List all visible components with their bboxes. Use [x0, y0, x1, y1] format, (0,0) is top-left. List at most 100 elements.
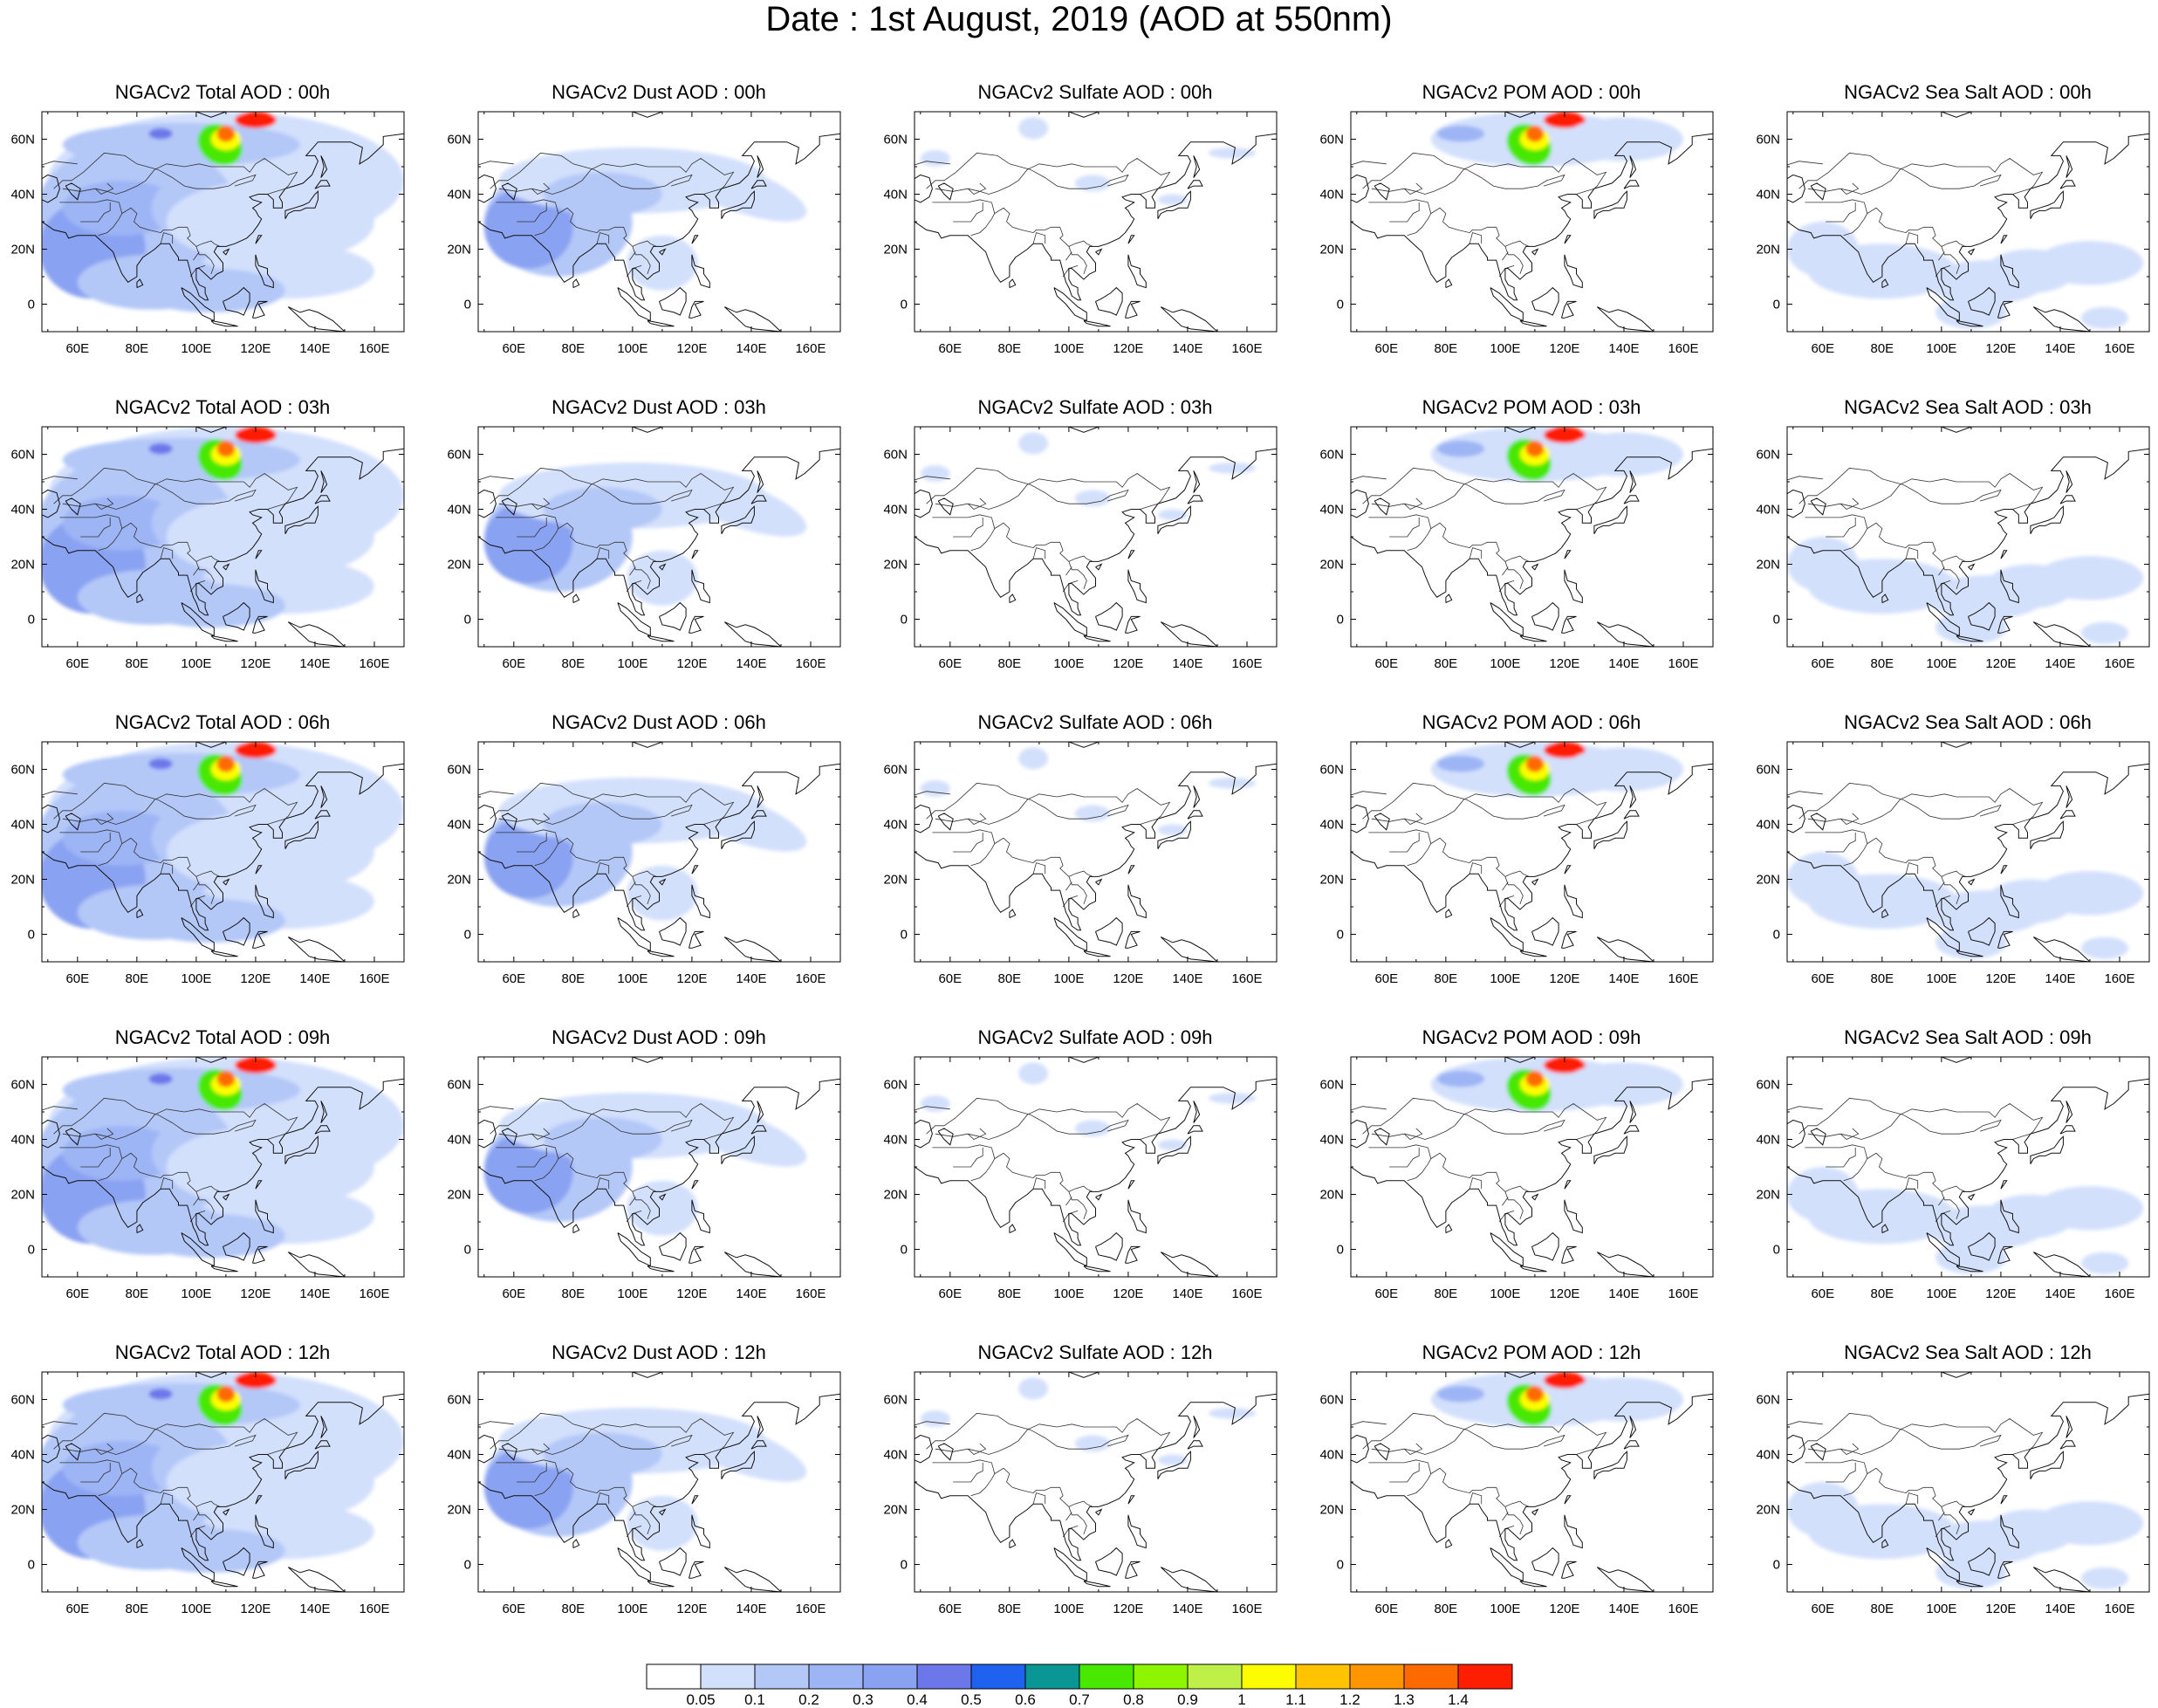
aod-shade	[1985, 564, 2075, 608]
colorbar-label: 1.3	[1394, 1691, 1415, 1707]
aod-map: 60E 80E 100E 120E 140E 160E 60N 40N 20N 0	[10, 741, 405, 986]
aod-shade	[1525, 1070, 1545, 1087]
map-panel: NGACv2 Total AOD : 00h 60E 80E 100E 120E 140E…	[10, 81, 452, 401]
aod-shade	[1565, 747, 1683, 792]
aod-shade	[62, 1067, 300, 1112]
lat-tick-label: 20N	[883, 873, 908, 888]
lon-tick-label: 160E	[1231, 656, 1262, 671]
lon-tick-label: 120E	[1549, 1286, 1579, 1301]
lat-tick-label: 20N	[10, 873, 35, 888]
lon-tick-label: 60E	[65, 971, 89, 986]
aod-map: 60E 80E 100E 120E 140E 160E 60N 40N 20N 0	[1756, 426, 2150, 671]
lon-tick-label: 60E	[938, 1602, 962, 1616]
aod-shade	[543, 172, 662, 216]
map-panel: NGACv2 Sulfate AOD : 06h 60E 80E 100E 120E 14…	[883, 711, 1325, 1032]
lat-tick-label: 40N	[1319, 818, 1344, 833]
lon-tick-label: 60E	[502, 341, 525, 356]
country-borders	[1351, 1097, 1607, 1223]
lon-tick-label: 160E	[1668, 1602, 1698, 1616]
lat-tick-label: 60N	[1319, 1393, 1344, 1408]
lat-tick-label: 20N	[10, 1188, 35, 1203]
panel-title: NGACv2 Sea Salt AOD : 09h	[1844, 1026, 2092, 1048]
panel-title: NGACv2 Dust AOD : 09h	[551, 1026, 766, 1048]
lon-tick-label: 140E	[2045, 1286, 2075, 1301]
lon-tick-label: 140E	[736, 971, 766, 986]
lon-tick-label: 100E	[1926, 656, 1956, 671]
coastline	[1351, 1057, 1713, 1277]
lon-tick-label: 120E	[1985, 341, 2016, 356]
aod-shade	[666, 785, 807, 852]
lon-tick-label: 100E	[617, 1602, 647, 1616]
panel-title: NGACv2 Dust AOD : 06h	[551, 711, 766, 733]
lon-tick-label: 60E	[1811, 971, 1834, 986]
lon-tick-label: 120E	[240, 1602, 271, 1616]
lon-tick-label: 80E	[1435, 1602, 1458, 1616]
lon-tick-label: 140E	[299, 656, 330, 671]
country-borders	[915, 1412, 1171, 1538]
lat-tick-label: 0	[1337, 1243, 1344, 1258]
aod-shade	[62, 752, 300, 797]
lon-tick-label: 100E	[1053, 1602, 1084, 1616]
lat-tick-label: 40N	[1756, 188, 1780, 202]
lat-tick-label: 20N	[1319, 243, 1344, 257]
country-borders	[478, 467, 735, 593]
coastline	[478, 1057, 840, 1277]
lat-tick-label: 20N	[447, 1503, 471, 1518]
lon-tick-label: 60E	[938, 656, 962, 671]
lat-tick-label: 20N	[883, 558, 908, 573]
lat-tick-label: 40N	[10, 1133, 35, 1148]
lat-tick-label: 0	[1773, 298, 1780, 312]
aod-shade	[1565, 117, 1683, 161]
panel-title: NGACv2 Sea Salt AOD : 12h	[1844, 1341, 2092, 1363]
aod-shade	[1935, 926, 2007, 959]
aod-shade	[1208, 1093, 1257, 1104]
country-borders	[1787, 1412, 2044, 1538]
aod-shade	[1935, 1241, 2007, 1274]
lat-tick-label: 40N	[1756, 503, 1780, 518]
aod-shade	[2080, 1567, 2129, 1589]
lon-tick-label: 80E	[562, 1602, 586, 1616]
lon-tick-label: 60E	[65, 341, 89, 356]
lat-tick-label: 0	[464, 1243, 471, 1258]
lon-tick-label: 80E	[126, 1286, 149, 1301]
map-panel: NGACv2 Sea Salt AOD : 00h 60E 80E 100E 120E 1…	[1756, 81, 2158, 401]
aod-shade	[1544, 742, 1586, 758]
coastline	[478, 1372, 840, 1592]
lon-tick-label: 100E	[1490, 1602, 1520, 1616]
lon-tick-label: 60E	[65, 656, 89, 671]
colorbar-swatch	[862, 1663, 918, 1690]
aod-shade	[1208, 463, 1257, 474]
aod-shade	[627, 550, 698, 606]
aod-map: 60E 80E 100E 120E 140E 160E 60N 40N 20N 0	[447, 741, 841, 986]
aod-shade	[627, 235, 698, 291]
lon-tick-label: 160E	[1668, 656, 1698, 671]
lon-tick-label: 80E	[126, 971, 149, 986]
lon-tick-label: 120E	[676, 971, 707, 986]
lat-tick-label: 0	[1337, 298, 1344, 312]
lon-tick-label: 100E	[1926, 1286, 1956, 1301]
panel-title: NGACv2 Sulfate AOD : 12h	[977, 1341, 1213, 1363]
lat-tick-label: 40N	[1319, 503, 1344, 518]
lon-tick-label: 140E	[1608, 971, 1639, 986]
lon-tick-label: 100E	[1490, 656, 1520, 671]
lat-tick-label: 40N	[883, 188, 908, 202]
country-borders	[42, 467, 298, 593]
panel-title: NGACv2 Dust AOD : 00h	[551, 81, 766, 103]
lon-tick-label: 80E	[998, 656, 1022, 671]
aod-shade	[77, 569, 226, 625]
aod-map: 60E 80E 100E 120E 140E 160E 60N 40N 20N 0	[883, 111, 1278, 356]
lat-tick-label: 20N	[447, 873, 471, 888]
country-borders	[915, 1097, 1171, 1223]
lon-tick-label: 120E	[676, 1602, 707, 1616]
map-panel: NGACv2 Sulfate AOD : 09h 60E 80E 100E 120E 14…	[883, 1026, 1325, 1347]
colorbar-swatch	[1349, 1663, 1405, 1690]
country-borders	[42, 782, 298, 908]
lon-tick-label: 60E	[1374, 341, 1398, 356]
country-borders	[915, 467, 1171, 593]
lon-tick-label: 100E	[1490, 1286, 1520, 1301]
aod-shade	[216, 1070, 236, 1087]
aod-shade	[62, 1382, 300, 1427]
lon-tick-label: 100E	[181, 341, 211, 356]
lon-tick-label: 100E	[1053, 656, 1084, 671]
aod-shade	[1018, 1062, 1049, 1085]
